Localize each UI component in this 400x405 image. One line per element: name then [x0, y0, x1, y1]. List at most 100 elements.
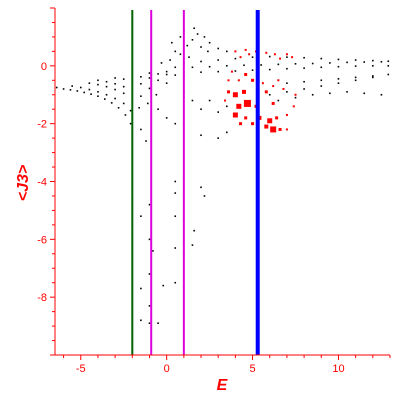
- data-point-black-86: [337, 58, 340, 61]
- data-point-red-4: [273, 53, 276, 56]
- data-point-black-133: [354, 76, 357, 79]
- data-point-black-26: [138, 106, 140, 109]
- data-point-black-50: [165, 70, 168, 73]
- data-point-black-131: [320, 79, 323, 82]
- y-axis-label: <J3>: [15, 165, 32, 201]
- data-point-red-12: [237, 79, 240, 82]
- data-point-black-0: [55, 86, 58, 89]
- data-point-red-29: [292, 105, 295, 108]
- x-tick-label-3: 10: [332, 363, 344, 375]
- data-point-black-167: [193, 229, 195, 232]
- data-point-black-153: [174, 215, 177, 217]
- data-point-black-29: [114, 82, 116, 85]
- data-point-black-2: [69, 89, 72, 91]
- data-point-black-42: [148, 77, 151, 79]
- data-point-black-75: [363, 61, 366, 63]
- data-point-black-46: [157, 73, 159, 75]
- data-point-black-142: [145, 140, 147, 142]
- data-point-black-132: [337, 78, 340, 80]
- data-point-red-26: [243, 99, 251, 107]
- data-point-black-13: [79, 86, 82, 89]
- data-point-black-53: [217, 70, 220, 73]
- data-point-black-151: [174, 180, 177, 183]
- data-point-black-123: [294, 96, 297, 99]
- data-point-black-139: [165, 117, 168, 119]
- data-point-black-147: [140, 215, 142, 217]
- data-point-black-65: [191, 66, 194, 69]
- data-point-black-137: [225, 131, 228, 134]
- data-point-red-34: [275, 116, 279, 120]
- data-point-black-84: [303, 56, 305, 59]
- data-point-black-35: [122, 78, 125, 80]
- data-point-black-130: [303, 80, 305, 83]
- data-point-black-22: [105, 85, 108, 88]
- data-point-black-74: [346, 61, 348, 64]
- data-point-black-55: [251, 69, 254, 71]
- data-point-black-110: [200, 108, 202, 111]
- data-point-red-7: [279, 57, 282, 60]
- data-point-black-97: [225, 50, 228, 53]
- data-point-red-18: [227, 90, 231, 94]
- data-point-red-30: [232, 112, 238, 118]
- data-point-black-138: [157, 108, 159, 111]
- data-point-black-119: [354, 79, 357, 82]
- data-point-black-83: [286, 56, 288, 58]
- data-point-black-154: [174, 247, 177, 249]
- data-point-black-7: [104, 98, 106, 100]
- data-point-black-155: [174, 281, 177, 284]
- data-point-black-148: [148, 203, 151, 206]
- data-point-black-162: [148, 322, 151, 324]
- data-point-black-72: [311, 62, 314, 65]
- data-point-black-95: [208, 41, 211, 44]
- data-point-black-12: [71, 85, 73, 87]
- data-point-black-114: [268, 93, 271, 96]
- data-point-red-33: [267, 118, 273, 124]
- data-point-black-165: [162, 284, 165, 287]
- data-point-black-73: [329, 62, 331, 64]
- data-point-black-10: [124, 114, 127, 116]
- data-point-black-104: [160, 62, 163, 64]
- data-point-black-38: [148, 87, 151, 90]
- data-point-red-24: [224, 99, 227, 102]
- data-point-black-107: [188, 56, 190, 58]
- data-point-black-1: [62, 88, 65, 90]
- data-point-red-25: [236, 103, 242, 109]
- data-point-black-141: [140, 128, 142, 131]
- data-point-black-161: [140, 319, 142, 322]
- data-point-red-16: [272, 85, 275, 88]
- data-point-red-3: [265, 51, 268, 54]
- data-point-black-27: [97, 79, 99, 82]
- data-point-black-48: [174, 74, 177, 76]
- data-point-black-96: [217, 47, 220, 50]
- data-point-black-15: [97, 91, 99, 93]
- data-point-red-19: [232, 92, 238, 98]
- data-point-black-87: [354, 59, 357, 61]
- data-point-black-112: [217, 111, 220, 113]
- data-point-black-150: [148, 273, 151, 275]
- data-point-black-135: [200, 134, 202, 137]
- data-point-black-43: [157, 79, 159, 82]
- data-point-black-106: [179, 36, 182, 38]
- data-point-black-116: [303, 88, 305, 90]
- data-point-red-40: [278, 127, 282, 131]
- x-tick-label-0: -5: [76, 363, 86, 375]
- data-point-black-152: [174, 192, 177, 194]
- data-point-black-17: [114, 97, 116, 100]
- data-point-red-17: [277, 79, 280, 82]
- data-point-black-70: [277, 63, 280, 66]
- data-point-black-134: [372, 75, 374, 77]
- data-point-black-33: [146, 102, 149, 105]
- y-tick-label-3: -6: [37, 234, 47, 246]
- data-point-red-22: [282, 87, 285, 90]
- data-point-black-32: [140, 95, 142, 97]
- data-point-red-0: [234, 50, 237, 53]
- data-point-red-31: [244, 116, 248, 120]
- data-point-black-157: [200, 186, 202, 189]
- data-point-black-79: [217, 59, 220, 61]
- data-point-black-67: [225, 65, 228, 67]
- data-point-red-41: [285, 128, 288, 131]
- data-point-black-113: [225, 105, 228, 108]
- data-point-black-85: [320, 57, 323, 60]
- data-point-red-6: [248, 53, 251, 56]
